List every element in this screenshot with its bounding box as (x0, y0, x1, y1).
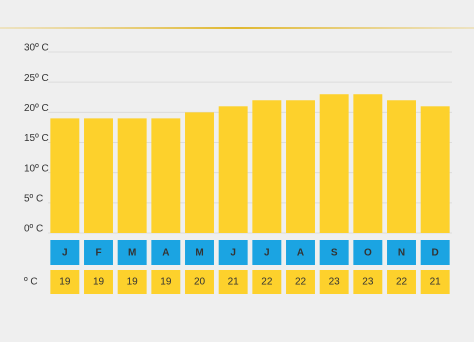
value-cell (50, 270, 80, 294)
y-tick-label: 15º C (24, 133, 49, 144)
y-tick-label: 10º C (24, 163, 49, 174)
value-cell (185, 270, 214, 294)
value-label: 21 (430, 277, 442, 288)
month-cell (387, 240, 416, 265)
x-tick-label: J (62, 248, 68, 259)
value-cell (218, 270, 248, 294)
bar (252, 100, 282, 234)
value-label: 23 (362, 277, 374, 288)
x-tick-label: N (398, 248, 405, 259)
month-cell (286, 240, 315, 265)
x-tick-label: A (297, 248, 304, 259)
value-label: 19 (93, 277, 105, 288)
x-tick-label: F (95, 248, 101, 259)
y-tick-label: 20º C (24, 103, 49, 114)
bar (319, 94, 349, 233)
value-label: 23 (329, 277, 341, 288)
bar (84, 118, 113, 233)
value-label: 19 (160, 277, 172, 288)
top-rule (0, 27, 474, 29)
value-cell (151, 270, 181, 294)
bar (117, 118, 147, 233)
value-cell (420, 270, 450, 294)
x-tick-label: J (264, 248, 270, 259)
value-cell (117, 270, 147, 294)
month-cell (420, 240, 450, 265)
x-tick-label: S (331, 248, 338, 259)
bar (185, 112, 214, 233)
x-tick-label: O (364, 248, 372, 259)
y-tick-label: 25º C (24, 73, 49, 84)
y-tick-label: 30º C (24, 43, 49, 54)
x-tick-label: M (128, 248, 136, 259)
month-cell (50, 240, 80, 265)
month-cell (185, 240, 214, 265)
value-cell (286, 270, 315, 294)
value-cell (84, 270, 113, 294)
bar (387, 100, 416, 234)
value-cell (252, 270, 282, 294)
month-cell (84, 240, 113, 265)
value-cell (319, 270, 349, 294)
month-cell (151, 240, 181, 265)
value-label: 21 (228, 277, 240, 288)
value-cell (387, 270, 416, 294)
x-tick-label: D (432, 248, 439, 259)
value-label: 19 (127, 277, 139, 288)
x-tick-label: A (162, 248, 169, 259)
bar (50, 118, 80, 233)
bar (151, 118, 181, 233)
month-cell (319, 240, 349, 265)
bar (218, 106, 248, 233)
value-label: 22 (295, 277, 307, 288)
bar (353, 94, 383, 233)
x-tick-label: M (195, 248, 203, 259)
value-label: 20 (194, 277, 206, 288)
month-cell (117, 240, 147, 265)
x-tick-label: J (230, 248, 236, 259)
value-cell (353, 270, 383, 294)
bar (420, 106, 450, 233)
table-row-label: º C (24, 277, 38, 288)
month-cell (252, 240, 282, 265)
y-tick-label: 5º C (24, 193, 43, 204)
value-label: 22 (261, 277, 273, 288)
value-label: 22 (396, 277, 408, 288)
y-tick-label: 0º C (24, 224, 43, 235)
month-cell (353, 240, 383, 265)
value-label: 19 (59, 277, 71, 288)
bar (286, 100, 315, 234)
month-cell (218, 240, 248, 265)
